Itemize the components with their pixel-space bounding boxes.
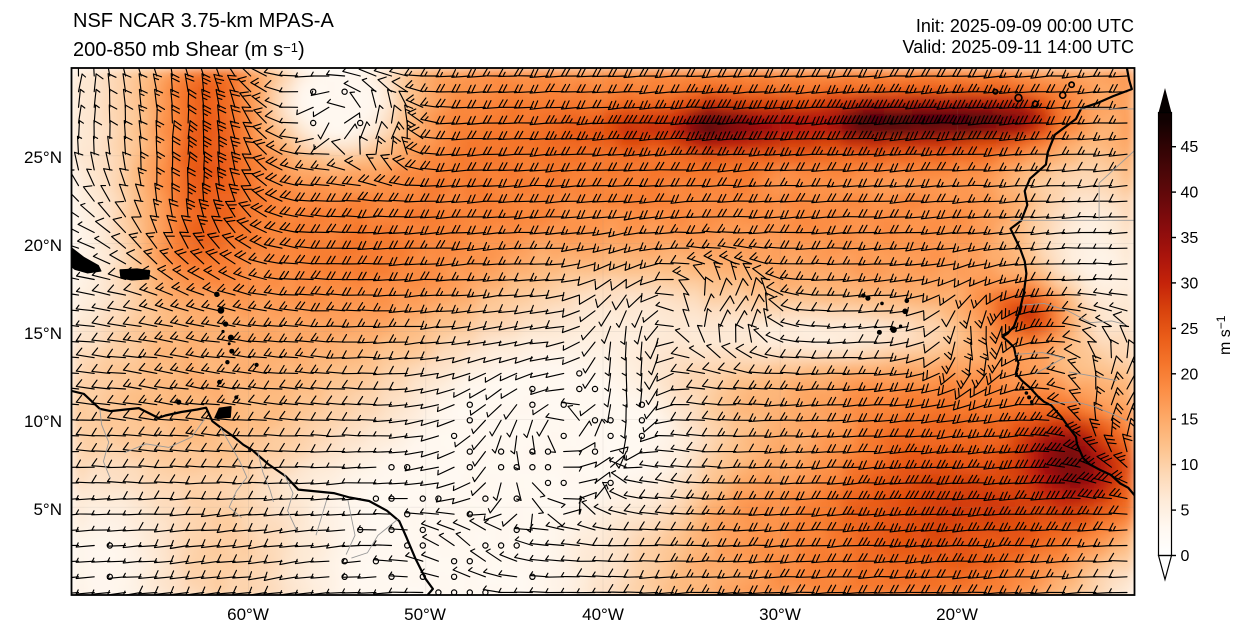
svg-text:35: 35 bbox=[1181, 230, 1199, 247]
svg-text:45: 45 bbox=[1181, 139, 1199, 156]
svg-text:15: 15 bbox=[1181, 412, 1199, 429]
svg-text:30: 30 bbox=[1181, 275, 1199, 292]
svg-text:10: 10 bbox=[1181, 457, 1199, 474]
svg-text:m s−1: m s−1 bbox=[1214, 315, 1234, 355]
svg-text:5: 5 bbox=[1181, 503, 1190, 520]
svg-text:40: 40 bbox=[1181, 185, 1199, 202]
svg-text:0: 0 bbox=[1181, 548, 1190, 565]
svg-text:25: 25 bbox=[1181, 321, 1199, 338]
svg-text:20: 20 bbox=[1181, 366, 1199, 383]
